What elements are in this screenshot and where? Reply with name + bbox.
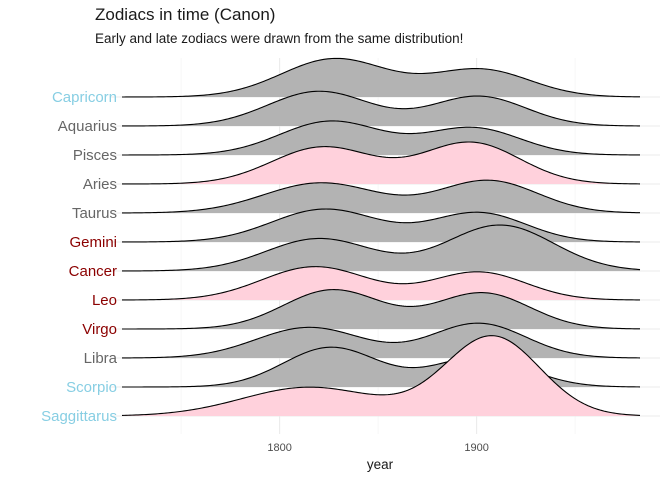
ridge-fill <box>122 209 640 242</box>
y-label-taurus: Taurus <box>72 205 117 222</box>
y-label-capricorn: Capricorn <box>52 89 117 106</box>
y-label-aquarius: Aquarius <box>58 118 117 135</box>
ridge-leo <box>122 266 641 301</box>
ridge-fill <box>122 335 640 416</box>
ridge-outline <box>121 224 641 272</box>
ridge-outline <box>122 141 641 185</box>
y-label-aries: Aries <box>83 176 117 193</box>
ridge-fill <box>122 141 640 184</box>
y-label-virgo: Virgo <box>82 321 117 338</box>
ridge-aries <box>122 141 641 185</box>
y-label-scorpio: Scorpio <box>66 379 117 396</box>
chart-title: Zodiacs in time (Canon) <box>95 5 275 24</box>
ridge-outline <box>122 90 641 127</box>
y-label-saggittarus: Saggittarus <box>41 408 117 425</box>
y-label-leo: Leo <box>92 292 117 309</box>
ridge-outline <box>121 335 641 416</box>
ridge-saggittarus <box>121 335 641 416</box>
y-label-cancer: Cancer <box>69 263 117 280</box>
ridge-outline <box>121 322 641 359</box>
ridge-outline <box>122 120 641 156</box>
chart-subtitle: Early and late zodiacs were drawn from t… <box>95 31 463 46</box>
ridge-fill <box>122 120 640 155</box>
x-axis-title: year <box>367 457 394 472</box>
ridge-outline <box>121 208 641 243</box>
ridge-fill <box>122 58 640 97</box>
x-tick-label: 1900 <box>464 442 488 454</box>
y-label-pisces: Pisces <box>73 147 117 164</box>
ridge-outline <box>122 57 641 98</box>
ridge-outline <box>122 289 641 330</box>
y-axis-labels: Capricorn Aquarius Pisces Aries Taurus Gemini… <box>41 89 118 425</box>
x-tick-label: 1800 <box>267 442 291 454</box>
x-axis-ticks: 1800 1900 <box>267 442 488 454</box>
ridge-plot-area <box>121 57 641 416</box>
ridge-cancer <box>121 224 641 272</box>
ridge-gemini <box>121 208 641 243</box>
ridge-fill <box>122 225 640 271</box>
ridge-fill <box>122 91 640 126</box>
ridge-fill <box>122 180 640 213</box>
ridge-fill <box>122 266 640 300</box>
ridge-taurus <box>121 179 641 214</box>
ridge-virgo <box>122 289 641 330</box>
ridge-outline <box>122 266 641 301</box>
y-label-libra: Libra <box>84 350 118 367</box>
ridge-capricorn <box>122 57 641 98</box>
ridge-aquarius <box>122 90 641 127</box>
y-label-gemini: Gemini <box>69 234 117 251</box>
ridge-outline <box>122 346 641 388</box>
ridge-outline <box>121 179 641 214</box>
ridge-pisces <box>122 120 641 156</box>
